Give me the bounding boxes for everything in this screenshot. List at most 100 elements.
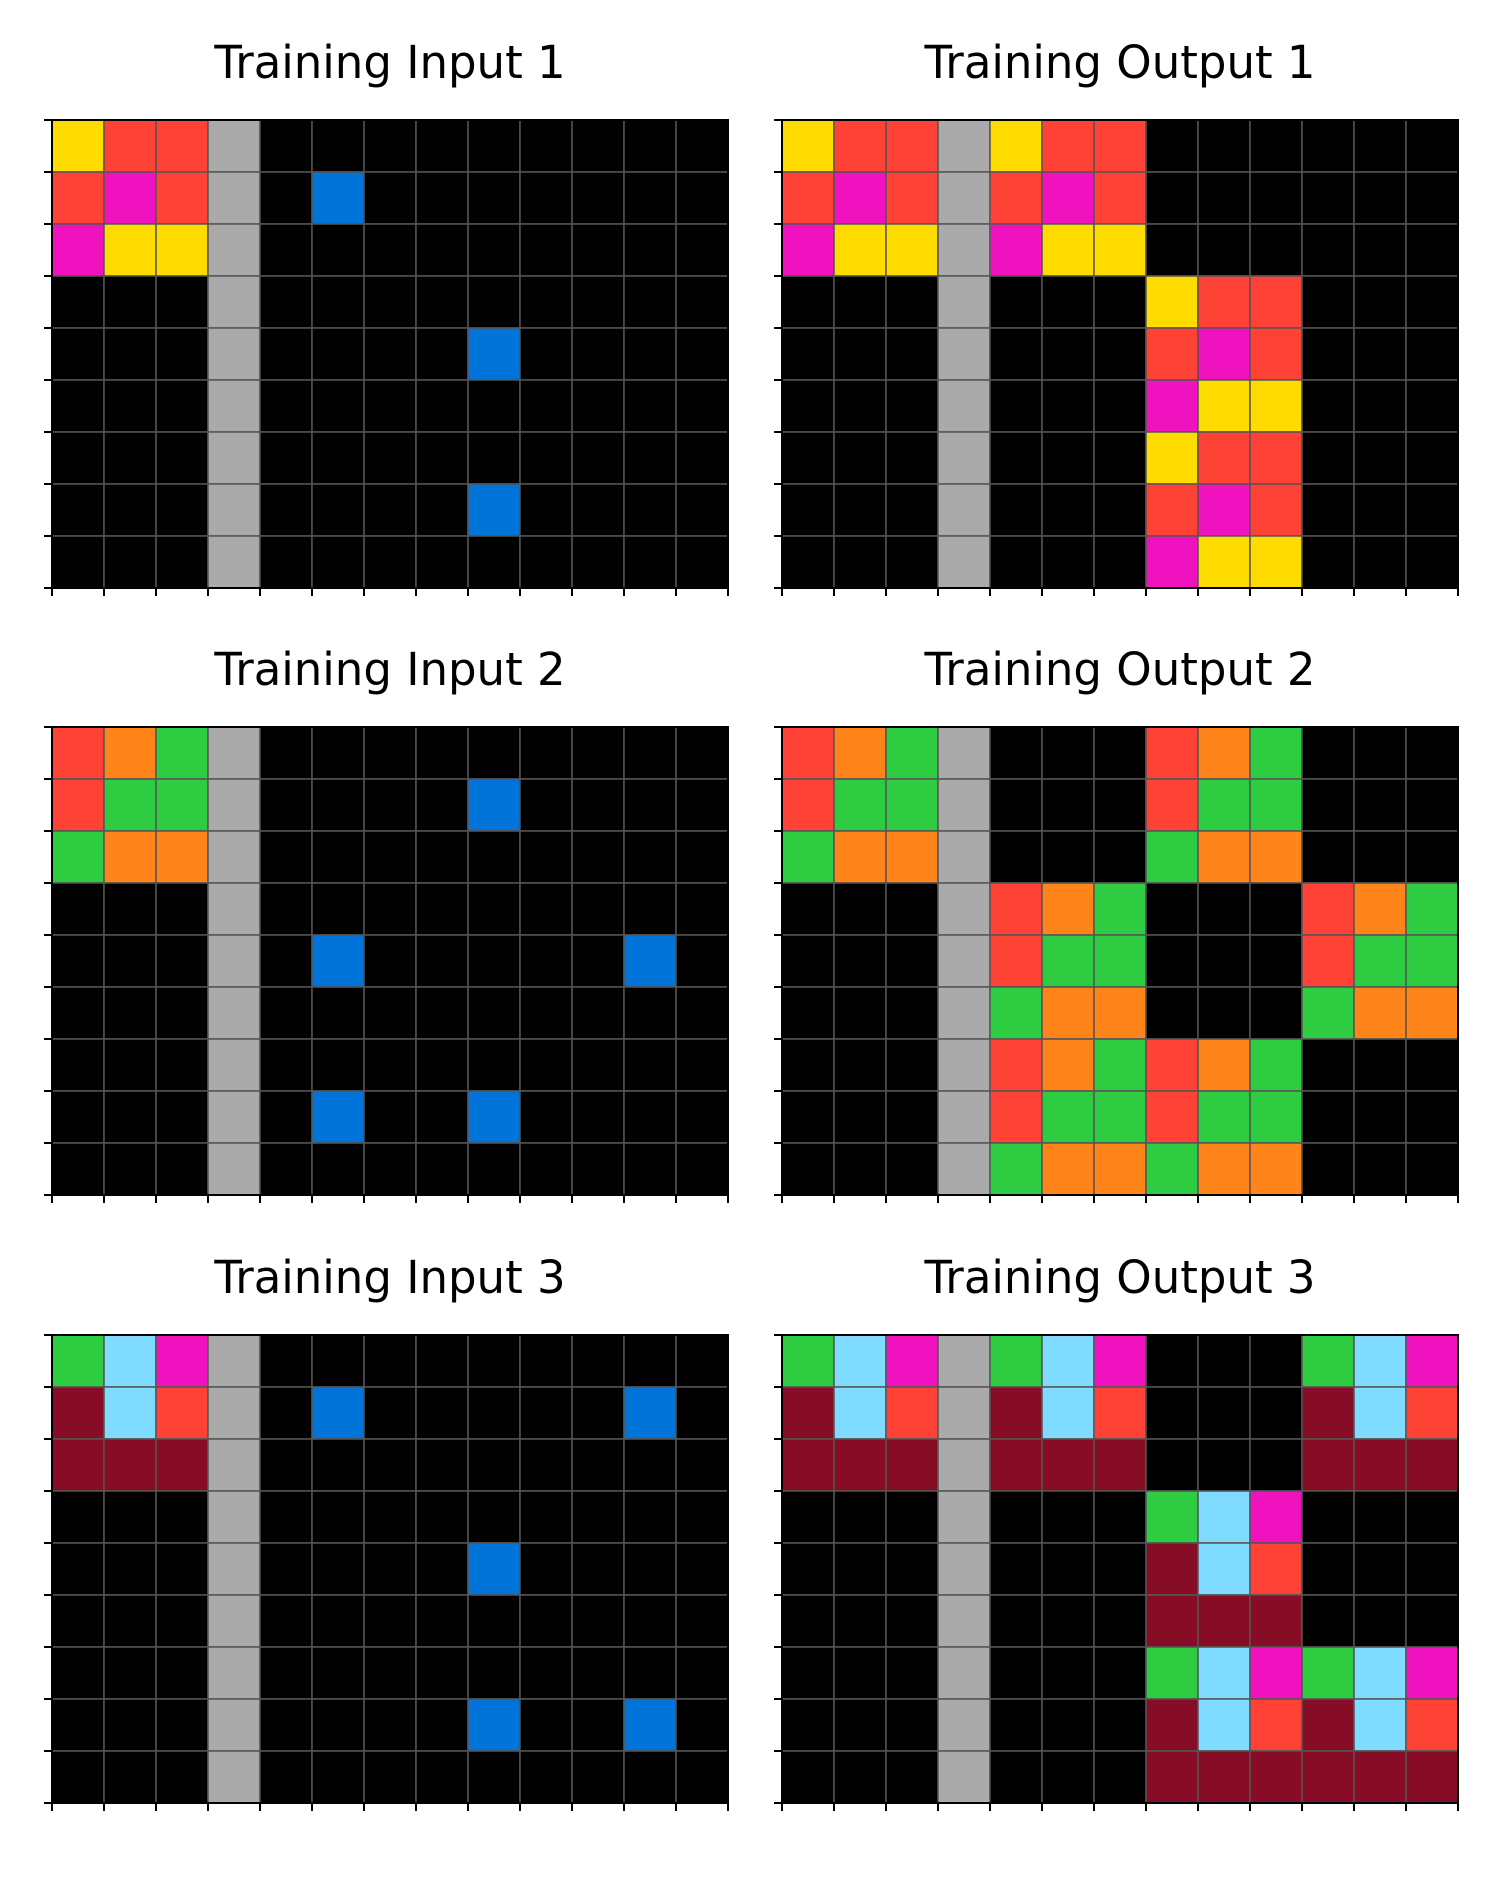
grid-cell	[1249, 726, 1303, 780]
grid-cell	[1301, 535, 1355, 589]
grid-cell	[675, 1090, 729, 1144]
grid-cell	[1405, 934, 1459, 988]
grid-cell	[833, 726, 887, 780]
grid-cell	[937, 171, 991, 225]
grid-cell	[781, 379, 835, 433]
grid-cell	[363, 379, 417, 433]
grid-cell	[781, 1334, 835, 1388]
grid-cell	[623, 830, 677, 884]
grid-cell	[519, 1438, 573, 1492]
grid-cell	[781, 1542, 835, 1596]
grid-cell	[207, 379, 261, 433]
grid-cell	[519, 223, 573, 277]
grid-cell	[675, 830, 729, 884]
grid-cell	[571, 223, 625, 277]
grid-cell	[519, 1090, 573, 1144]
axis-ticks	[774, 726, 1459, 1203]
grid-cell	[571, 1750, 625, 1804]
grid-cell	[1249, 1438, 1303, 1492]
grid-cell	[259, 483, 313, 537]
grid-cell	[781, 830, 835, 884]
grid-cell	[51, 726, 105, 780]
grid-cell	[1301, 1490, 1355, 1544]
grid-cell	[155, 171, 209, 225]
grid-cell	[833, 882, 887, 936]
grid-cell	[1405, 1594, 1459, 1648]
grid-cell	[989, 275, 1043, 329]
grid-cell	[259, 379, 313, 433]
grid-cell	[1197, 986, 1251, 1040]
grid-cell	[1353, 986, 1407, 1040]
grid-cell	[1041, 882, 1095, 936]
grid-cell	[781, 1646, 835, 1700]
grid-cell	[781, 1142, 835, 1196]
grid-cell	[571, 1386, 625, 1440]
grid-cell	[989, 1594, 1043, 1648]
grid-cell	[207, 1038, 261, 1092]
grid-cell	[51, 1142, 105, 1196]
grid-cell	[675, 778, 729, 832]
grid-cell	[833, 1038, 887, 1092]
grid-cell	[207, 327, 261, 381]
grid-cell	[1041, 431, 1095, 485]
grid-cell	[467, 431, 521, 485]
grid-cell	[1145, 934, 1199, 988]
grid-cell	[1405, 1438, 1459, 1492]
grid-cell	[1145, 778, 1199, 832]
grid-cell	[207, 535, 261, 589]
grid-cell	[623, 1490, 677, 1544]
panel-3: Training Input 2	[44, 643, 729, 1203]
grid-cell	[415, 119, 469, 173]
grid-cell	[781, 1438, 835, 1492]
grid-cell	[207, 119, 261, 173]
grid-cell	[519, 275, 573, 329]
grid-cell	[1041, 1438, 1095, 1492]
grid-cell	[311, 327, 365, 381]
grid-cell	[1197, 1646, 1251, 1700]
grid-cell	[571, 1646, 625, 1700]
grid-cell	[885, 1038, 939, 1092]
grid-cell	[989, 726, 1043, 780]
grid-cell	[1353, 1542, 1407, 1596]
grid-cell	[1197, 119, 1251, 173]
grid-cell	[623, 379, 677, 433]
grid-cell	[623, 431, 677, 485]
grid-cell	[675, 119, 729, 173]
grid-cell	[781, 1490, 835, 1544]
grid-cell	[1249, 1142, 1303, 1196]
grid-cell	[467, 119, 521, 173]
grid-cell	[1301, 379, 1355, 433]
grid-cell	[571, 1334, 625, 1388]
grid-cell	[415, 1698, 469, 1752]
grid-cell	[937, 1142, 991, 1196]
grid-cell	[311, 1038, 365, 1092]
grid-cell	[571, 1542, 625, 1596]
grid-cell	[467, 1490, 521, 1544]
grid-cell	[415, 1438, 469, 1492]
grid-cell	[1405, 726, 1459, 780]
grid-cell	[1145, 1594, 1199, 1648]
grid-cell	[103, 1750, 157, 1804]
grid-cell	[1197, 275, 1251, 329]
grid-cell	[103, 778, 157, 832]
grid-cell	[363, 1090, 417, 1144]
grid-cell	[467, 1542, 521, 1596]
grid-cell	[571, 830, 625, 884]
grid-cell	[571, 1594, 625, 1648]
grid-cell	[363, 934, 417, 988]
grid-cell	[1145, 1646, 1199, 1700]
grid-cell	[885, 223, 939, 277]
axis-ticks	[44, 1334, 729, 1811]
grid-cell	[363, 986, 417, 1040]
grid-cell	[833, 934, 887, 988]
grid-cell	[571, 171, 625, 225]
grid-cell	[1301, 275, 1355, 329]
grid-cell	[1405, 1142, 1459, 1196]
grid-cell	[833, 1698, 887, 1752]
grid-cell	[1249, 934, 1303, 988]
grid-cell	[1301, 934, 1355, 988]
grid-cell	[989, 986, 1043, 1040]
grid-cell	[1197, 483, 1251, 537]
grid-cell	[1353, 119, 1407, 173]
grid-cell	[675, 327, 729, 381]
